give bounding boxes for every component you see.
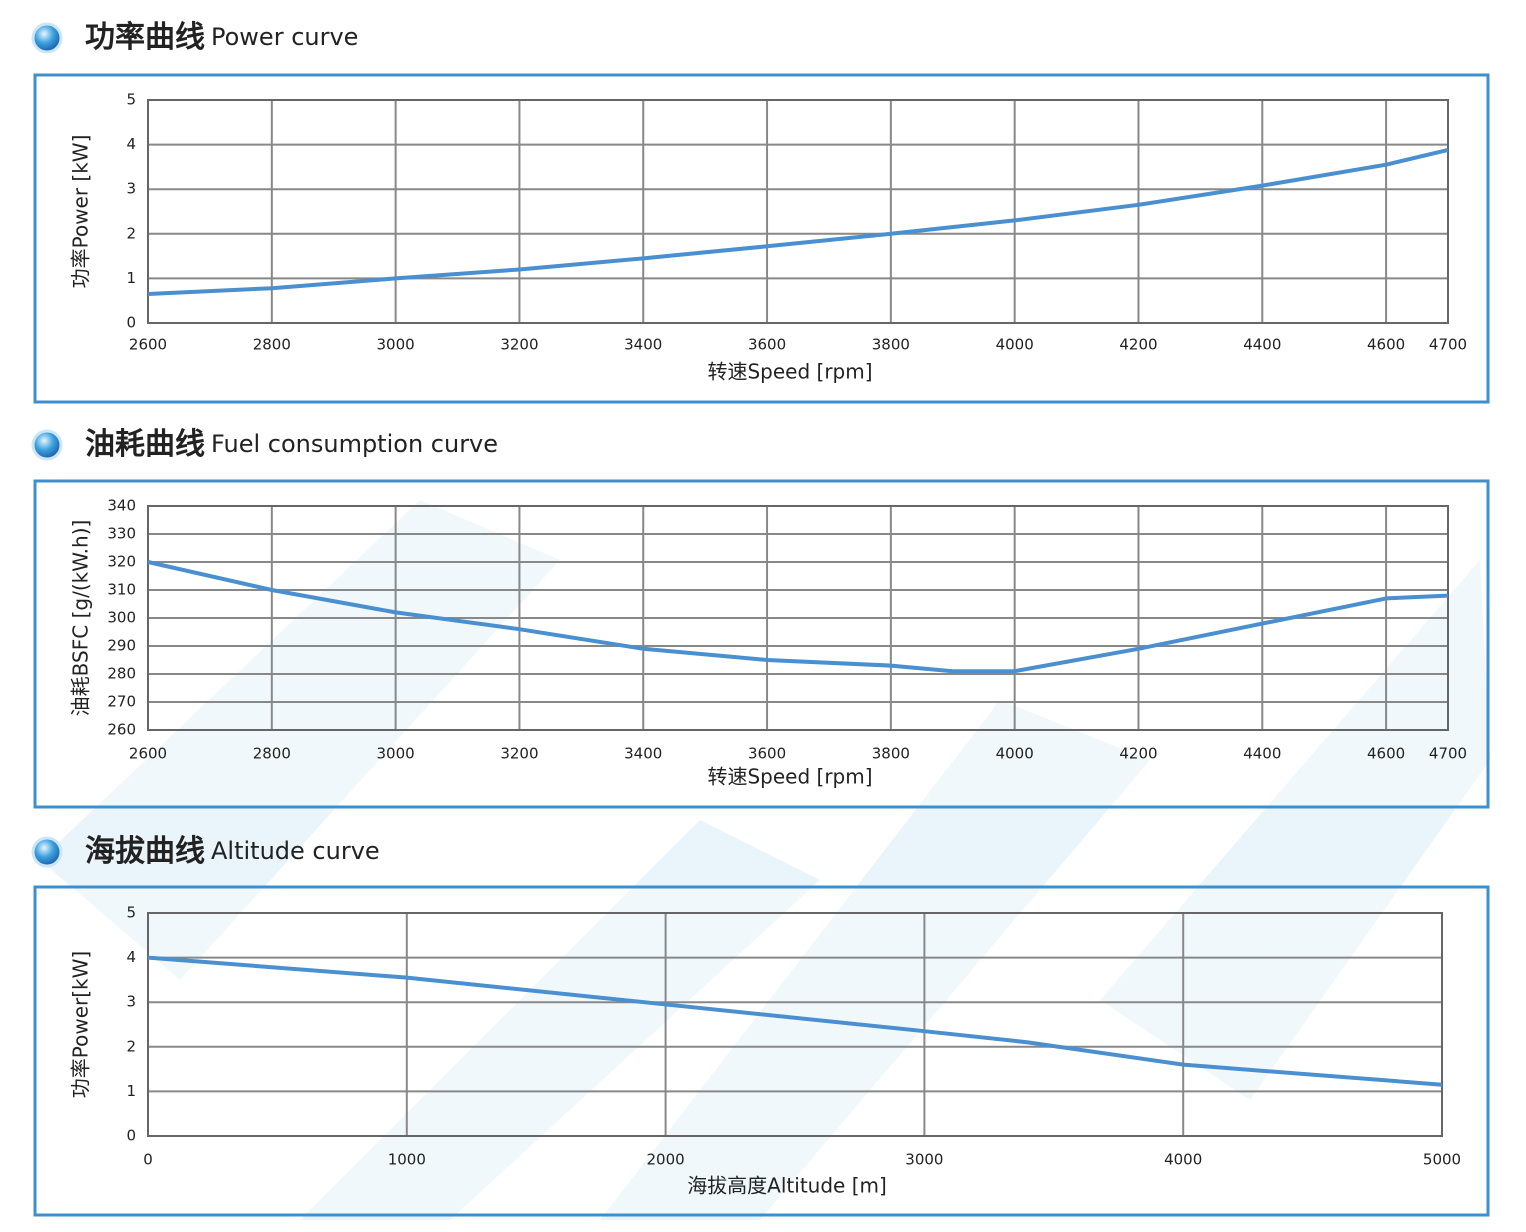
chart-frame: [33, 479, 1490, 809]
x-tick-label: 4000: [1164, 1151, 1202, 1169]
chart-title: 海拔曲线 Altitude curve: [85, 834, 380, 869]
y-tick-label: 3: [126, 993, 136, 1011]
y-tick-label: 0: [126, 1127, 136, 1145]
title-en: Fuel consumption curve: [211, 430, 498, 458]
x-tick-label: 1000: [388, 1151, 426, 1169]
x-tick-label: 4000: [996, 336, 1034, 354]
chart-frame: [33, 885, 1490, 1217]
x-tick-label: 3000: [905, 1151, 943, 1169]
x-tick-label: 3800: [872, 336, 910, 354]
y-tick-label: 4: [126, 948, 136, 966]
x-tick-label: 4700: [1429, 745, 1467, 763]
x-tick-label: 4400: [1243, 745, 1281, 763]
title-cn: 功率曲线: [85, 20, 205, 55]
y-tick-label: 260: [107, 721, 136, 739]
y-tick-label: 5: [126, 91, 136, 109]
x-tick-label: 3400: [624, 745, 662, 763]
y-tick-label: 320: [107, 553, 136, 571]
y-tick-label: 300: [107, 609, 136, 627]
title-en: Power curve: [211, 23, 358, 51]
title-en: Altitude curve: [211, 837, 380, 865]
y-tick-label: 0: [126, 314, 136, 332]
title-cn: 海拔曲线: [85, 834, 205, 869]
y-axis-label: 功率Power [kW]: [69, 135, 93, 289]
y-tick-label: 2: [126, 1037, 136, 1055]
y-tick-label: 280: [107, 665, 136, 683]
x-tick-label: 2000: [647, 1151, 685, 1169]
title-cn: 油耗曲线: [85, 427, 205, 462]
x-tick-label: 0: [143, 1151, 153, 1169]
x-tick-label: 4700: [1429, 336, 1467, 354]
x-tick-label: 2800: [253, 745, 291, 763]
data-line: [147, 148, 1449, 297]
y-tick-label: 340: [107, 497, 136, 515]
y-tick-label: 270: [107, 693, 136, 711]
y-tick-label: 3: [126, 180, 136, 198]
title-icon: [31, 836, 63, 868]
x-tick-label: 3000: [377, 336, 415, 354]
x-tick-label: 4400: [1243, 336, 1281, 354]
y-tick-label: 310: [107, 581, 136, 599]
x-axis-label: 海拔高度Altitude [m]: [687, 1174, 887, 1198]
chart-title: 功率曲线 Power curve: [85, 20, 358, 55]
plot-border: [147, 505, 1449, 731]
x-tick-label: 3200: [500, 336, 538, 354]
x-tick-label: 2800: [253, 336, 291, 354]
data-line: [147, 560, 1449, 674]
x-tick-label: 4200: [1119, 336, 1157, 354]
x-tick-label: 3800: [872, 745, 910, 763]
plot-border: [147, 99, 1449, 324]
x-tick-label: 2600: [129, 745, 167, 763]
x-tick-label: 3400: [624, 336, 662, 354]
data-line: [147, 955, 1443, 1087]
x-tick-label: 4200: [1119, 745, 1157, 763]
x-tick-label: 4600: [1367, 745, 1405, 763]
y-tick-label: 4: [126, 135, 136, 153]
x-tick-label: 5000: [1423, 1151, 1461, 1169]
x-tick-label: 3000: [377, 745, 415, 763]
y-tick-label: 1: [126, 1082, 136, 1100]
plot-border: [147, 912, 1443, 1137]
x-tick-label: 4000: [996, 745, 1034, 763]
x-tick-label: 3200: [500, 745, 538, 763]
x-tick-label: 3600: [748, 745, 786, 763]
title-icon: [31, 22, 63, 54]
x-axis-label: 转速Speed [rpm]: [707, 765, 872, 789]
background-decor: [40, 500, 1490, 1220]
x-tick-label: 4600: [1367, 336, 1405, 354]
x-tick-label: 3600: [748, 336, 786, 354]
chart-title: 油耗曲线 Fuel consumption curve: [85, 427, 498, 462]
x-tick-label: 2600: [129, 336, 167, 354]
y-axis-label: 功率Power[kW]: [69, 951, 93, 1098]
y-tick-label: 1: [126, 269, 136, 287]
x-axis-label: 转速Speed [rpm]: [707, 360, 872, 384]
y-tick-label: 5: [126, 904, 136, 922]
y-tick-label: 290: [107, 637, 136, 655]
y-tick-label: 2: [126, 224, 136, 242]
chart-frame: [33, 73, 1490, 404]
y-tick-label: 330: [107, 525, 136, 543]
y-axis-label: 油耗BSFC [g/(kW.h)]: [69, 520, 93, 717]
title-icon: [31, 429, 63, 461]
